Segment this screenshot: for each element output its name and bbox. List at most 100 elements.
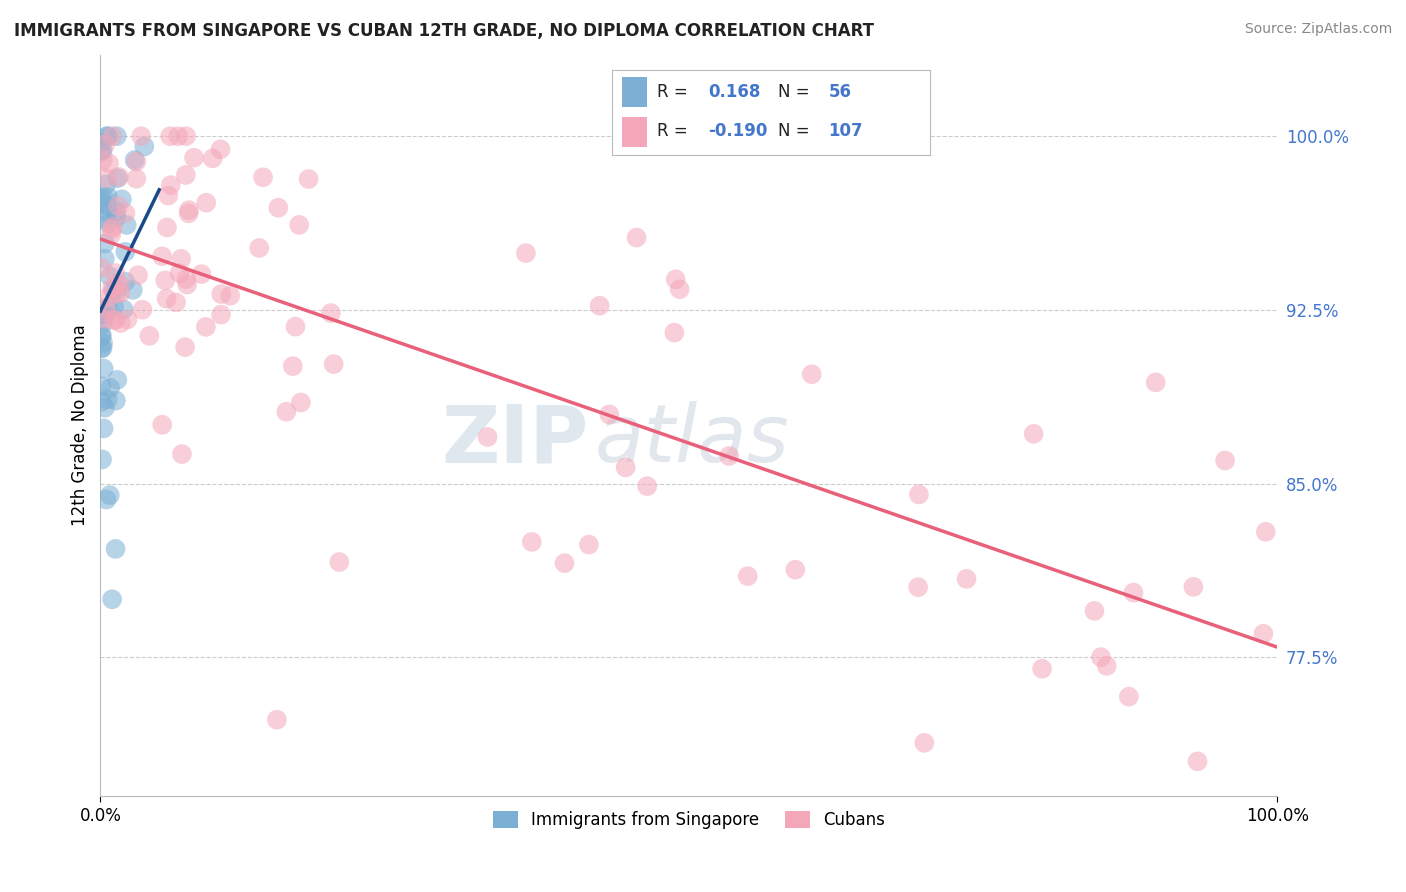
Point [209,308,232,322]
Point [155,273,177,287]
Point [124,153,146,167]
Point [520,535,543,549]
Point [194,319,217,334]
Point [98,381,121,395]
Point [134,139,156,153]
Point [97,301,120,315]
Point [94,301,117,316]
Point [195,195,218,210]
Text: atlas: atlas [595,401,790,479]
Point [598,408,620,422]
Point [93,421,115,435]
Point [104,313,127,327]
Point [515,246,537,260]
Point [290,395,312,409]
Point [150,417,173,432]
Point [125,154,148,169]
Point [131,302,153,317]
Point [97,392,120,407]
Point [94,252,117,266]
Point [155,292,177,306]
Point [103,283,125,297]
Point [908,487,931,501]
Point [170,252,193,266]
Point [177,203,200,218]
Point [322,357,344,371]
Point [91,311,114,326]
Point [105,283,128,297]
Point [1213,453,1236,467]
Point [104,393,127,408]
Point [96,198,118,212]
Point [96,129,118,144]
Point [91,317,114,331]
Point [129,129,152,144]
Point [276,405,298,419]
Point [115,218,138,232]
Point [219,289,242,303]
Point [110,285,132,300]
Point [328,555,350,569]
Point [104,266,127,280]
Point [1122,585,1144,599]
Point [288,218,311,232]
Point [1253,626,1275,640]
Point [665,272,688,286]
Point [1118,690,1140,704]
Point [93,361,115,376]
Point [101,281,124,295]
Point [103,313,125,327]
Point [105,286,128,301]
Point [157,188,180,202]
Point [90,379,112,393]
Point [114,206,136,220]
Point [91,452,114,467]
Point [800,368,823,382]
Point [297,172,319,186]
Point [165,295,187,310]
Point [284,319,307,334]
Point [101,129,124,144]
Point [108,169,131,184]
Point [94,236,117,251]
Point [167,129,190,144]
Text: IMMIGRANTS FROM SINGAPORE VS CUBAN 12TH GRADE, NO DIPLOMA CORRELATION CHART: IMMIGRANTS FROM SINGAPORE VS CUBAN 12TH … [14,22,875,40]
Point [177,206,200,220]
Point [247,241,270,255]
Point [101,222,124,236]
Point [1254,524,1277,539]
Point [121,283,143,297]
Point [588,299,610,313]
Point [252,170,274,185]
Point [112,302,135,317]
Point [912,736,935,750]
Point [90,328,112,343]
Point [668,282,690,296]
Point [107,171,129,186]
Point [578,538,600,552]
Point [90,394,112,409]
Point [174,168,197,182]
Point [1144,376,1167,390]
Point [100,227,122,242]
Point [94,137,117,152]
Point [90,307,112,321]
Point [91,308,114,322]
Point [1095,659,1118,673]
Point [90,329,112,343]
Point [159,129,181,144]
Point [319,306,342,320]
Point [96,492,118,507]
Point [183,151,205,165]
Point [267,201,290,215]
Point [90,193,112,207]
Point [907,580,929,594]
Point [114,275,136,289]
Point [90,211,112,226]
Point [94,401,117,415]
Point [636,479,658,493]
Point [107,199,129,213]
Point [91,196,114,211]
Point [90,260,112,275]
Point [1083,604,1105,618]
